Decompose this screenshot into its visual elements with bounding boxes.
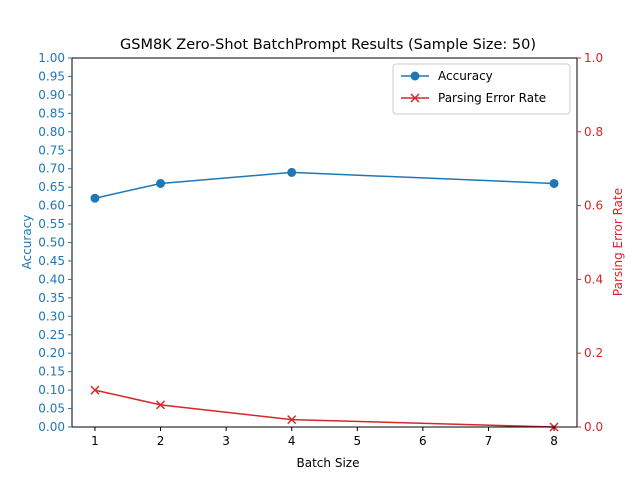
x-marker-stroke [156,400,166,410]
x-tick-label: 5 [353,434,361,448]
right-tick-label: 0.0 [584,420,603,434]
x-tick-label: 8 [550,434,558,448]
left-tick-label: 0.85 [38,106,65,120]
x-marker-stroke [90,385,100,395]
left-tick-label: 0.35 [38,291,65,305]
left-tick-label: 0.30 [38,309,65,323]
left-tick-label: 0.45 [38,254,65,268]
left-tick-label: 0.65 [38,180,65,194]
right-tick-label: 0.4 [584,272,603,286]
x-tick-label: 7 [485,434,493,448]
left-tick-label: 0.90 [38,88,65,102]
series-line-parsing-error-rate [94,389,555,428]
left-tick-label: 0.60 [38,199,65,213]
left-tick-label: 0.20 [38,346,65,360]
right-tick-label: 1.0 [584,51,603,65]
left-tick-label: 0.70 [38,162,65,176]
x-marker-stroke [287,415,297,425]
left-tick-label: 0.95 [38,69,65,83]
data-point-accuracy [549,178,559,188]
left-tick-label: 0.10 [38,383,65,397]
x-tick-label: 2 [157,434,165,448]
right-tick-label: 0.6 [584,199,603,213]
left-tick-label: 0.50 [38,236,65,250]
right-tick-label: 0.2 [584,346,603,360]
data-point-parsing-error-rate [287,415,297,425]
data-point-accuracy [287,167,297,177]
data-point-parsing-error-rate [156,400,166,410]
legend: Accuracy Parsing Error Rate [392,63,571,115]
x-tick-label: 6 [419,434,427,448]
data-point-accuracy [90,193,100,203]
left-tick-label: 0.05 [38,402,65,416]
data-point-parsing-error-rate [90,385,100,395]
right-axis-title: Parsing Error Rate [611,188,625,296]
data-point-accuracy [156,178,166,188]
legend-label-parsing-error-rate: Parsing Error Rate [438,91,546,105]
plot-area [90,167,559,432]
x-tick-label: 3 [222,434,230,448]
legend-label-accuracy: Accuracy [438,69,493,83]
left-tick-label: 0.75 [38,143,65,157]
left-axis-title: Accuracy [20,215,34,270]
legend-box [392,63,571,115]
left-tick-label: 0.25 [38,328,65,342]
chart-title: GSM8K Zero-Shot BatchPrompt Results (Sam… [120,37,536,53]
left-tick-label: 0.40 [38,272,65,286]
axes: 1 2 3 4 5 6 7 8 0.00 0.05 0.10 0.15 0.20 0.25 0.30 0.35… [38,51,603,448]
left-tick-label: 0.55 [38,217,65,231]
x-tick-label: 1 [91,434,99,448]
legend-marker-accuracy [410,71,420,81]
series-line-accuracy [94,171,555,199]
left-tick-label: 0.00 [38,420,65,434]
left-tick-label: 0.15 [38,365,65,379]
x-marker-stroke [410,93,420,103]
x-axis-title: Batch Size [297,456,360,470]
left-tick-label: 0.80 [38,125,65,139]
right-tick-label: 0.8 [584,125,603,139]
legend-marker-parsing-error-rate [410,93,420,103]
x-tick-label: 4 [288,434,296,448]
left-tick-label: 1.00 [38,51,65,65]
